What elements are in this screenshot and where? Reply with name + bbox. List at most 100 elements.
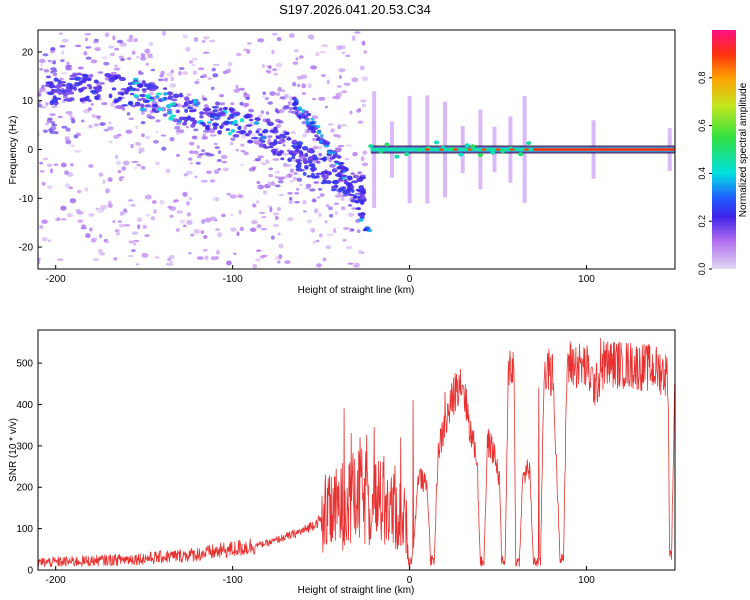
- spectrogram-main-band-blob: [69, 77, 75, 81]
- spectrogram-noise-blob: [185, 46, 191, 52]
- spectrogram-noise-blob: [152, 139, 160, 144]
- spectrogram-secondary-band-blob: [340, 174, 347, 178]
- spectrogram-main-band-blob: [295, 148, 299, 152]
- spectrogram-noise-blob: [49, 50, 55, 54]
- spectrogram-noise-blob: [113, 257, 118, 261]
- spectrogram-noise-blob: [160, 70, 165, 76]
- spectrogram-noise-blob: [117, 169, 122, 174]
- spectrogram-secondary-band-blob: [322, 139, 328, 144]
- spectrogram-noise-blob: [347, 212, 355, 217]
- spectrogram-noise-blob: [362, 150, 368, 155]
- spectrogram-noise-blob: [200, 230, 205, 235]
- spectrogram-secondary-band-blob: [342, 170, 346, 173]
- spectrogram-x-tick-label: -200: [46, 274, 66, 285]
- spectrogram-main-band-blob: [127, 101, 134, 106]
- spectrogram-noise-blob: [146, 55, 154, 59]
- spectrogram-noise-blob: [186, 201, 190, 206]
- spectrogram-noise-blob: [189, 150, 194, 155]
- spectrogram-noise-blob: [60, 72, 68, 75]
- spectrogram-noise-blob: [99, 122, 106, 126]
- spectrogram-noise-blob: [299, 55, 304, 59]
- spectrogram-noise-blob: [144, 48, 151, 54]
- spectrogram-noise-blob: [202, 248, 208, 252]
- colorbar-tick-label: 0.6: [697, 119, 707, 132]
- spectrogram-noise-blob: [272, 68, 278, 72]
- spectrogram-carrier-hot-segment: [453, 148, 459, 151]
- spectrogram-data: [38, 30, 675, 269]
- spectrogram-noise-blob: [243, 125, 247, 131]
- spectrogram-noise-blob: [118, 55, 124, 60]
- spectrogram-noise-blob: [179, 219, 186, 224]
- spectrogram-main-band-blob: [69, 91, 75, 95]
- spectrogram-noise-blob: [222, 167, 230, 172]
- spectrogram-main-band-blob: [304, 164, 309, 170]
- spectrogram-noise-blob: [251, 166, 257, 170]
- spectrogram-noise-blob: [60, 59, 65, 63]
- spectrogram-noise-blob: [227, 61, 233, 67]
- spectrogram-main-band-blob: [157, 107, 164, 112]
- spectrogram-noise-blob: [245, 96, 250, 100]
- spectrogram-noise-blob: [215, 228, 220, 231]
- spectrogram-noise-blob: [73, 149, 81, 153]
- spectrogram-noise-blob: [195, 161, 201, 165]
- spectrogram-main-band-blob: [144, 94, 151, 99]
- spectrogram-noise-blob: [354, 31, 361, 34]
- spectrogram-main-band-blob: [320, 170, 328, 175]
- spectrogram-main-band-blob: [192, 98, 197, 104]
- spectrogram-noise-blob: [201, 39, 206, 44]
- spectrogram-noise-blob: [255, 249, 262, 253]
- spectrogram-noise-blob: [110, 71, 117, 76]
- spectrogram-carrier-blob: [500, 149, 506, 154]
- spectrogram-noise-blob: [84, 37, 89, 42]
- spectrogram-noise-blob: [57, 258, 64, 261]
- spectrogram-noise-blob: [66, 213, 73, 218]
- spectrogram-noise-blob: [277, 120, 284, 124]
- spectrogram-main-band-blob: [251, 136, 259, 140]
- spectrogram-noise-blob: [56, 216, 61, 222]
- spectrogram-noise-blob: [193, 128, 199, 132]
- spectrogram-main-band-blob: [82, 77, 88, 82]
- figure-title: S197.2026.041.20.53.C34: [279, 2, 431, 17]
- spectrogram-secondary-band-blob: [336, 155, 342, 159]
- spectrogram-noise-blob: [176, 103, 182, 108]
- spectrogram-main-band-blob: [295, 144, 302, 150]
- spectrogram-main-band-blob: [320, 181, 327, 185]
- spectrogram-main-band-blob: [75, 72, 83, 76]
- spectrogram-noise-blob: [41, 237, 48, 242]
- spectrogram-noise-blob: [312, 145, 319, 150]
- spectrogram-main-band-blob: [141, 88, 147, 91]
- spectrogram-secondary-band-blob: [343, 178, 348, 182]
- spectrogram-secondary-band-blob: [332, 151, 337, 155]
- spectrogram-noise-blob: [148, 41, 154, 47]
- spectrogram-secondary-band-blob: [356, 207, 361, 211]
- colorbar: 0.0 0.2 0.4 0.6 0.8 Normalized spectral ampl…: [697, 30, 749, 275]
- spectrogram-noise-blob: [318, 233, 323, 238]
- spectrogram-main-band-blob: [258, 133, 263, 137]
- spectrogram-secondary-band-blob: [318, 139, 324, 144]
- spectrogram-carrier-blob: [490, 150, 496, 155]
- spectrogram-main-band-blob: [187, 106, 194, 110]
- spectrogram-noise-blob: [167, 205, 173, 209]
- spectrogram-y-tick-label: -20: [19, 243, 34, 254]
- spectrogram-noise-blob: [93, 257, 99, 262]
- spectrogram-noise-blob: [94, 47, 101, 52]
- spectrogram-noise-blob: [261, 95, 266, 98]
- spectrogram-noise-blob: [325, 245, 332, 250]
- spectrogram-noise-blob: [359, 65, 365, 71]
- spectrogram-noise-blob: [150, 216, 156, 221]
- spectrogram-main-band-blob: [178, 92, 183, 98]
- spectrogram-noise-blob: [261, 254, 268, 257]
- spectrogram-main-band-blob: [280, 157, 285, 161]
- spectrogram-noise-blob: [260, 161, 264, 164]
- spectrogram-noise-blob: [148, 91, 154, 96]
- spectrogram-noise-blob: [85, 233, 91, 239]
- spectrogram-noise-blob: [191, 135, 198, 140]
- spectrogram-main-band-blob: [233, 119, 238, 125]
- spectrogram-noise-blob: [326, 79, 330, 85]
- spectrogram-noise-blob: [68, 113, 73, 117]
- spectrogram-noise-blob: [204, 255, 209, 261]
- spectrogram-main-band-blob: [183, 118, 188, 123]
- spectrogram-main-band-blob: [218, 111, 226, 116]
- spectrogram-noise-blob: [294, 201, 300, 204]
